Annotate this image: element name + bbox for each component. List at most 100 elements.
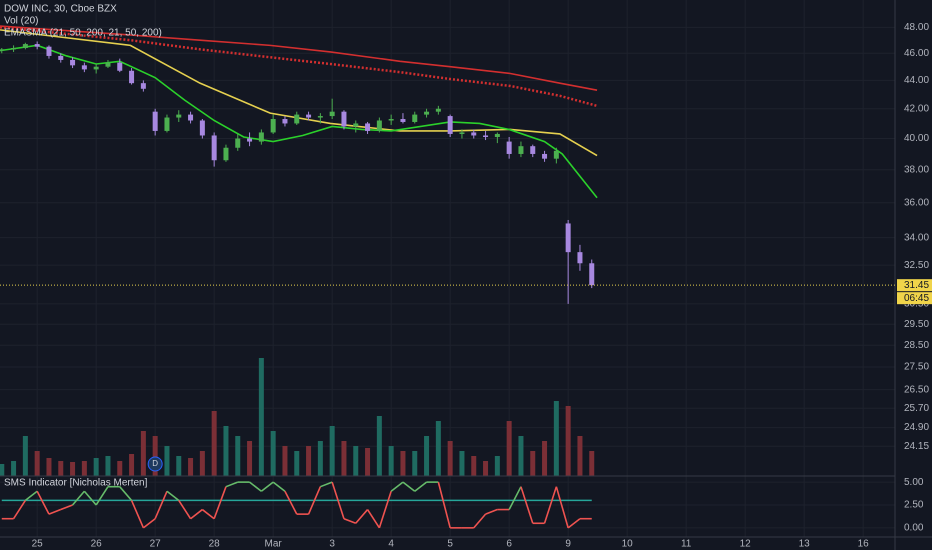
sms-segment	[543, 486, 558, 524]
sms-segment	[402, 481, 416, 492]
last-price-label: 31.45	[904, 280, 929, 291]
volume-bar	[152, 436, 158, 476]
candle-body	[400, 119, 406, 122]
countdown-tag	[897, 292, 932, 305]
candle-body	[258, 132, 264, 142]
candle-body	[447, 116, 453, 134]
sms-segment	[190, 508, 203, 520]
candle-body	[164, 117, 170, 131]
sms-segment	[83, 490, 97, 506]
sms-segment	[366, 509, 381, 529]
x-tick-label: 12	[740, 539, 752, 550]
volume-bar	[577, 436, 583, 476]
volume-bar	[140, 431, 146, 476]
sms-segment	[555, 486, 569, 529]
volume-bar	[11, 461, 17, 476]
sms-segment	[213, 486, 227, 519]
volume-bar	[553, 401, 559, 476]
chart-title: DOW INC, 30, Cboe BZX	[4, 4, 117, 15]
volume-bar	[317, 441, 323, 476]
y-tick-label: 26.50	[904, 384, 929, 395]
candle-body	[294, 114, 300, 124]
x-tick-label: 27	[150, 539, 162, 550]
volume-bar	[70, 462, 76, 476]
volume-bar	[506, 421, 512, 476]
candle-body	[329, 111, 335, 117]
volume-bar	[435, 421, 441, 476]
volume-bar	[341, 441, 347, 476]
sms-segment	[201, 508, 215, 520]
volume-bar	[188, 458, 194, 476]
volume-bar	[530, 451, 536, 476]
candle-body	[353, 123, 359, 127]
volume-bar	[211, 411, 217, 476]
y-tick-label: 29.50	[904, 319, 929, 330]
volume-bar	[483, 461, 489, 476]
volume-bar	[518, 436, 524, 476]
candle-body	[235, 138, 241, 148]
volume-bar	[34, 451, 40, 476]
x-tick-label: 3	[329, 539, 335, 550]
sms-tick-label: 5.00	[904, 477, 924, 488]
candle-body	[22, 44, 28, 49]
candle-body	[105, 62, 111, 67]
y-tick-label: 48.00	[904, 22, 929, 33]
candle-body	[553, 150, 559, 159]
candle-body	[270, 119, 276, 133]
volume-bar	[199, 451, 205, 476]
y-tick-label: 40.00	[904, 133, 929, 144]
candle-body	[152, 111, 158, 131]
volume-bar	[412, 451, 418, 476]
sms-segment	[390, 481, 404, 492]
candle-body	[34, 44, 40, 47]
volume-bar	[258, 358, 264, 476]
candle-body	[317, 116, 323, 118]
sms-segment	[355, 509, 369, 524]
volume-bar	[306, 446, 312, 476]
volume-bar	[542, 441, 548, 476]
sms-legend: SMS Indicator [Nicholas Merten]	[4, 478, 148, 489]
sms-segment	[473, 513, 487, 529]
candle-body	[46, 46, 52, 56]
candle-body	[117, 62, 123, 71]
plot	[0, 25, 598, 476]
candle-body	[542, 153, 548, 159]
sms-segment	[71, 490, 85, 506]
candle-body	[388, 119, 394, 121]
volume-bar	[46, 458, 52, 476]
y-tick-label: 25.70	[904, 403, 929, 414]
sms-tick-label: 2.50	[904, 500, 924, 511]
x-tick-label: 26	[91, 539, 103, 550]
moving-average	[0, 25, 598, 91]
x-tick-label: 9	[565, 539, 571, 550]
sms-segment	[130, 500, 145, 529]
sms-segment	[48, 508, 62, 515]
volume-bar	[424, 436, 430, 476]
candle-body	[70, 59, 76, 66]
sms-segment	[249, 481, 262, 492]
candle-body	[506, 141, 512, 154]
x-tick-label: 6	[506, 539, 512, 550]
volume-bar	[329, 426, 335, 476]
sms-segment	[12, 499, 27, 520]
volume-bar	[589, 451, 595, 476]
candle-body	[565, 223, 571, 253]
candle-body	[483, 135, 489, 137]
candle-body	[11, 48, 17, 50]
y-tick-label: 34.00	[904, 232, 929, 243]
candle-body	[365, 123, 371, 131]
volume-bar	[22, 436, 28, 476]
sms-segment	[95, 486, 109, 506]
candle-body	[223, 147, 229, 161]
sms-segment	[119, 486, 133, 501]
volume-bar	[93, 458, 99, 476]
sms-segment	[485, 508, 498, 515]
y-tick-label: 27.50	[904, 362, 929, 373]
volume-bar	[247, 441, 253, 476]
volume-bar	[223, 426, 229, 476]
candle-body	[518, 146, 524, 154]
candle-body	[494, 133, 500, 137]
volume-legend: Vol (20)	[4, 16, 38, 27]
